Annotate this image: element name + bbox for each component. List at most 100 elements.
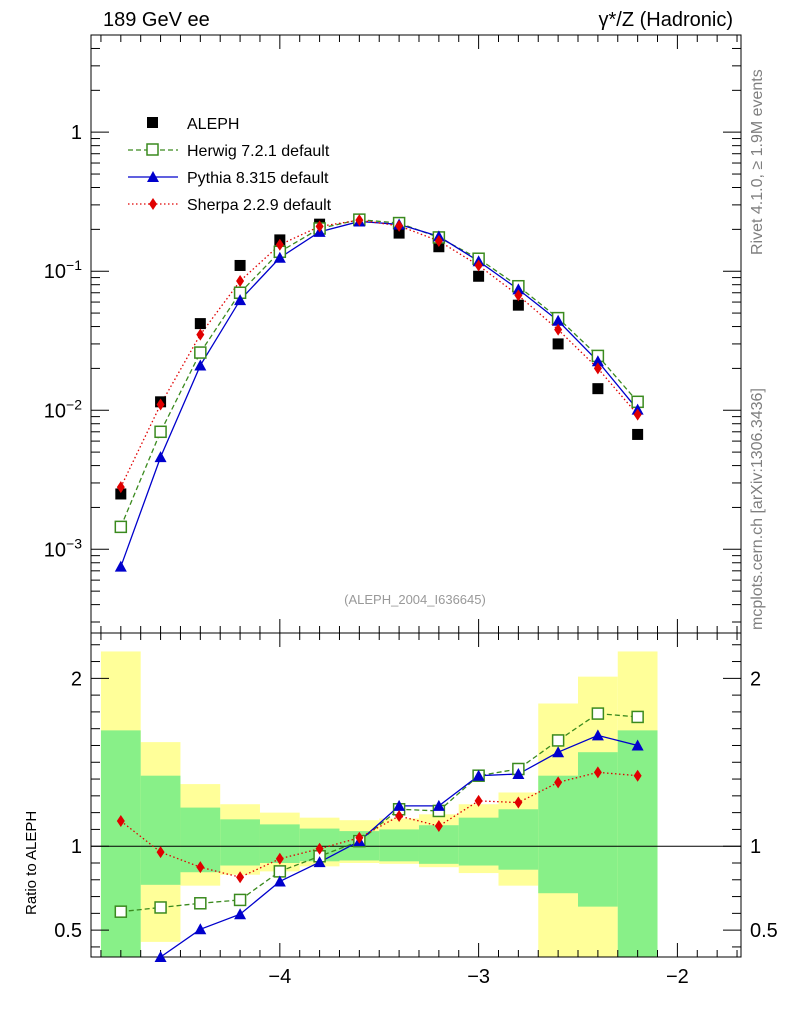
- ratio-point-sherpa: [275, 852, 284, 865]
- chart-title-left: 189 GeV ee: [103, 9, 210, 31]
- ratio-frame: [90, 632, 742, 958]
- ratio-point-pythia: [154, 951, 167, 962]
- ratio-point-herwig: [631, 710, 644, 724]
- legend-label-sherpa: Sherpa 2.2.9 default: [187, 197, 332, 214]
- ratio-point-pythia: [552, 746, 565, 758]
- ratio-point-sherpa: [236, 871, 245, 884]
- y-tick-label: 10−2: [44, 396, 82, 422]
- ratio-point-herwig: [154, 901, 167, 914]
- main-line-sherpa: [120, 219, 639, 488]
- main-point-data: [552, 338, 564, 350]
- ratio-point-sherpa: [593, 766, 602, 779]
- ratio-point-herwig: [194, 897, 207, 910]
- main-point-sherpa: [554, 323, 563, 336]
- main-point-pythia: [234, 294, 247, 306]
- main-line-herwig: [120, 218, 639, 528]
- side-label-rivet: Rivet 4.1.0, ≥ 1.9M events: [749, 69, 766, 255]
- ratio-point-sherpa: [633, 769, 642, 782]
- ratio-point-pythia: [472, 769, 485, 781]
- ratio-point-pythia: [631, 739, 644, 751]
- main-point-sherpa: [156, 398, 165, 411]
- band-inner: [100, 730, 141, 957]
- analysis-id-label: (ALEPH_2004_I636645): [344, 592, 486, 607]
- y-tick-label: 10−1: [44, 257, 82, 283]
- ratio-point-sherpa: [116, 815, 125, 828]
- y-tick-base: 10: [44, 261, 66, 283]
- band-inner: [538, 775, 579, 894]
- main-point-pythia: [552, 314, 565, 326]
- main-point-sherpa: [593, 362, 602, 375]
- y-tick-label: 10−3: [44, 535, 82, 561]
- main-point-data: [194, 318, 206, 330]
- chart-title-right: γ*/Z (Hadronic): [599, 9, 733, 31]
- main-point-sherpa: [315, 220, 324, 233]
- ratio-y-tick-label: 0.5: [54, 920, 82, 942]
- x-tick-label: −2: [666, 966, 689, 988]
- y-tick-exponent: −1: [66, 257, 82, 273]
- main-point-sherpa: [196, 328, 205, 341]
- legend-label-pythia: Pythia 8.315 default: [187, 170, 329, 187]
- ratio-point-sherpa: [315, 842, 324, 855]
- ratio-point-herwig: [233, 893, 247, 907]
- band-inner: [140, 775, 181, 885]
- ratio-y-tick-label-right: 0.5: [750, 920, 778, 942]
- y-tick-label: 1: [71, 122, 82, 144]
- ratio-line-pythia: [156, 734, 638, 957]
- ratio-point-pythia: [273, 875, 286, 887]
- ratio-point-sherpa: [474, 794, 483, 807]
- main-line-pythia: [120, 220, 639, 567]
- ratio-point-pythia: [591, 729, 604, 741]
- ratio-point-sherpa: [355, 831, 364, 844]
- main-point-data: [473, 270, 485, 282]
- ratio-point-sherpa: [196, 861, 205, 874]
- main-point-data: [632, 428, 644, 440]
- main-point-pythia: [194, 359, 207, 371]
- main-point-data: [115, 488, 127, 500]
- main-point-pythia: [114, 560, 127, 572]
- main-point-pythia: [273, 251, 286, 263]
- legend-marker-pythia: [147, 171, 159, 182]
- ratio-point-pythia: [432, 799, 445, 811]
- band-inner: [498, 809, 539, 870]
- main-point-data: [512, 299, 524, 311]
- main-point-pythia: [591, 355, 604, 367]
- legend-label-aleph: ALEPH: [187, 116, 239, 133]
- legend-label-herwig: Herwig 7.2.1 default: [187, 143, 330, 160]
- main-point-sherpa: [236, 275, 245, 288]
- main-point-herwig: [194, 346, 207, 359]
- main-point-sherpa: [116, 481, 125, 494]
- legend-marker-herwig: [146, 143, 159, 156]
- ratio-point-pythia: [512, 768, 525, 780]
- ratio-point-sherpa: [434, 820, 443, 833]
- ratio-point-pythia: [234, 908, 247, 920]
- ratio-point-sherpa: [514, 796, 523, 809]
- main-point-data: [592, 383, 604, 395]
- ratio-point-herwig: [273, 865, 287, 878]
- ratio-point-sherpa: [156, 846, 165, 859]
- legend-marker-aleph: [147, 117, 158, 128]
- ratio-point-herwig: [591, 707, 605, 720]
- ratio-point-pythia: [393, 799, 406, 811]
- main-point-sherpa: [514, 289, 523, 302]
- main-point-herwig: [114, 520, 128, 534]
- main-point-sherpa: [395, 219, 404, 232]
- main-point-sherpa: [434, 234, 443, 247]
- band-inner: [458, 817, 499, 866]
- ratio-ylabel: Ratio to ALEPH: [23, 811, 40, 915]
- y-tick-exponent: −2: [66, 396, 82, 412]
- band-inner: [379, 829, 419, 862]
- ratio-y-tick-label: 2: [71, 668, 82, 690]
- band-inner: [617, 730, 658, 957]
- x-tick-label: −4: [268, 966, 291, 988]
- ratio-point-sherpa: [554, 776, 563, 789]
- ratio-point-herwig: [551, 734, 565, 747]
- ratio-y-tick-label: 1: [71, 836, 82, 858]
- ratio-point-herwig: [114, 905, 128, 918]
- x-tick-label: −3: [467, 966, 490, 988]
- main-point-sherpa: [474, 259, 483, 272]
- y-tick-exponent: −3: [66, 535, 82, 551]
- main-point-data: [393, 227, 405, 239]
- y-tick-base: 10: [44, 400, 66, 422]
